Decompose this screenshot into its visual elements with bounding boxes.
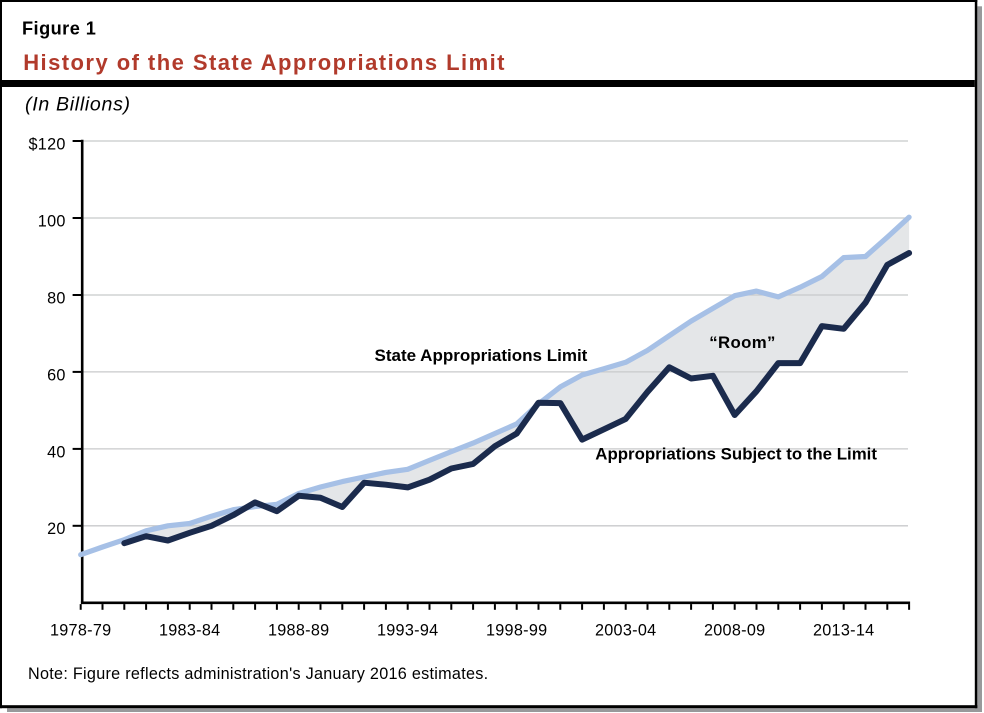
svg-text:1998-99: 1998-99 xyxy=(486,622,548,640)
svg-text:60: 60 xyxy=(47,366,66,384)
svg-text:History of the State Appropria: History of the State Appropriations Limi… xyxy=(23,50,506,75)
svg-text:100: 100 xyxy=(38,212,66,230)
svg-text:Appropriations Subject to the: Appropriations Subject to the Limit xyxy=(595,445,877,464)
svg-text:2003-04: 2003-04 xyxy=(595,622,657,640)
svg-text:State Appropriations Limit: State Appropriations Limit xyxy=(375,346,588,365)
svg-text:(In Billions): (In Billions) xyxy=(25,93,131,115)
svg-text:40: 40 xyxy=(47,443,66,461)
svg-text:1993-94: 1993-94 xyxy=(377,622,439,640)
svg-text:1978-79: 1978-79 xyxy=(50,622,112,640)
svg-text:2013-14: 2013-14 xyxy=(813,622,875,640)
svg-text:80: 80 xyxy=(47,289,66,307)
svg-text:Note: Figure reflects administ: Note: Figure reflects administration's J… xyxy=(28,665,488,683)
svg-text:1983-84: 1983-84 xyxy=(159,622,221,640)
svg-text:20: 20 xyxy=(47,520,66,538)
svg-text:Figure 1: Figure 1 xyxy=(22,19,96,39)
svg-text:2008-09: 2008-09 xyxy=(704,622,766,640)
svg-text:$120: $120 xyxy=(28,135,65,153)
svg-text:1988-89: 1988-89 xyxy=(268,622,330,640)
svg-text:“Room”: “Room” xyxy=(709,333,775,352)
